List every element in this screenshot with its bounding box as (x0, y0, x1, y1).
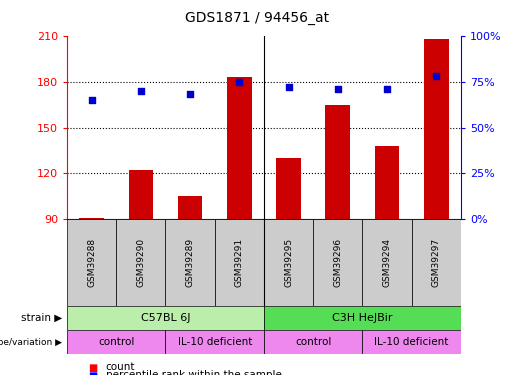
Text: ■: ■ (88, 363, 97, 373)
Text: GSM39296: GSM39296 (333, 238, 342, 287)
Text: C3H HeJBir: C3H HeJBir (332, 313, 392, 323)
Point (284, 84, 293, 90)
Point (136, 88, 145, 94)
FancyBboxPatch shape (116, 219, 165, 306)
FancyBboxPatch shape (67, 306, 264, 330)
Bar (325, 105, 350, 219)
FancyBboxPatch shape (411, 219, 461, 306)
Text: strain ▶: strain ▶ (21, 313, 62, 323)
Text: GSM39288: GSM39288 (87, 238, 96, 287)
Point (88, 97, 96, 103)
Text: GDS1871 / 94456_at: GDS1871 / 94456_at (185, 11, 330, 25)
Point (186, 92, 194, 98)
Point (334, 86, 342, 92)
Text: C57BL 6J: C57BL 6J (141, 313, 190, 323)
Text: GSM39295: GSM39295 (284, 238, 293, 287)
Bar (375, 146, 399, 219)
Bar (276, 158, 301, 219)
Bar (129, 170, 153, 219)
Text: control: control (98, 337, 134, 347)
Text: GSM39297: GSM39297 (432, 238, 441, 287)
Text: GSM39289: GSM39289 (185, 238, 195, 287)
FancyBboxPatch shape (264, 330, 363, 354)
FancyBboxPatch shape (264, 219, 313, 306)
Text: genotype/variation ▶: genotype/variation ▶ (0, 338, 62, 346)
Bar (79, 218, 104, 219)
Text: IL-10 deficient: IL-10 deficient (178, 337, 252, 347)
Text: IL-10 deficient: IL-10 deficient (374, 337, 449, 347)
Bar (227, 77, 252, 219)
FancyBboxPatch shape (313, 219, 363, 306)
Text: GSM39294: GSM39294 (383, 238, 391, 287)
Point (235, 79, 244, 85)
FancyBboxPatch shape (165, 219, 215, 306)
FancyBboxPatch shape (67, 330, 165, 354)
Bar (424, 39, 449, 219)
FancyBboxPatch shape (264, 306, 461, 330)
FancyBboxPatch shape (215, 219, 264, 306)
Point (383, 86, 391, 92)
Point (432, 73, 440, 79)
Text: percentile rank within the sample: percentile rank within the sample (106, 370, 282, 375)
Text: control: control (295, 337, 331, 347)
Bar (178, 196, 202, 219)
Text: GSM39290: GSM39290 (136, 238, 145, 287)
FancyBboxPatch shape (67, 219, 116, 306)
Text: count: count (106, 362, 135, 372)
FancyBboxPatch shape (363, 330, 461, 354)
FancyBboxPatch shape (363, 219, 411, 306)
Text: GSM39291: GSM39291 (235, 238, 244, 287)
FancyBboxPatch shape (165, 330, 264, 354)
Text: ■: ■ (88, 370, 97, 375)
